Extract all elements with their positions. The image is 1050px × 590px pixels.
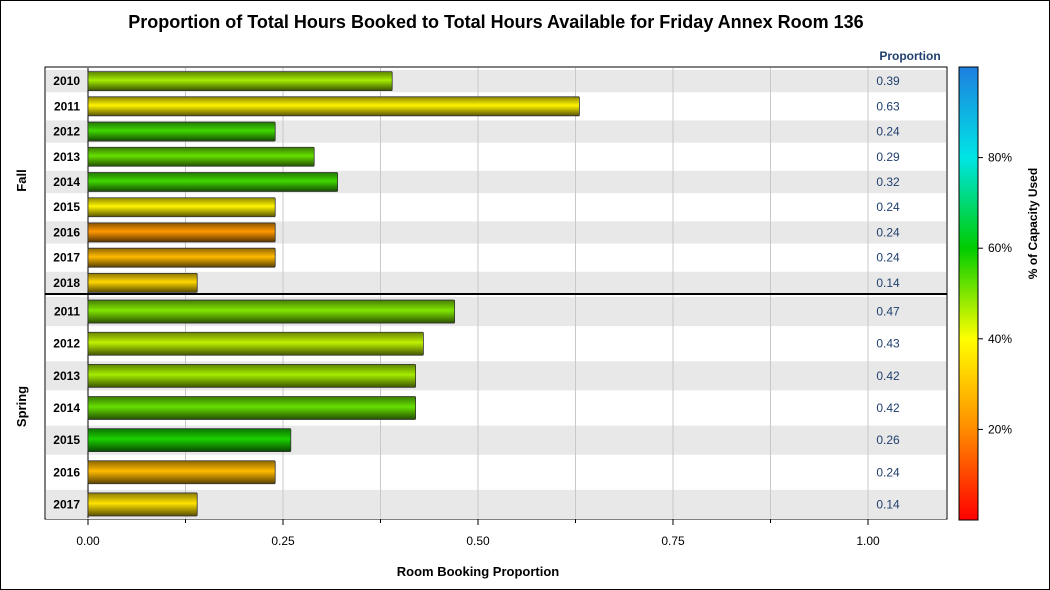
value-label: 0.24 — [876, 465, 900, 479]
value-label: 0.14 — [876, 497, 900, 511]
bar-spring-2012 — [87, 331, 424, 356]
x-tick-label: 0.50 — [466, 534, 490, 548]
category-label: 2011 — [54, 99, 80, 113]
bar-spring-2013 — [87, 363, 417, 388]
group-label-fall: Fall — [14, 169, 29, 191]
value-label: 0.29 — [876, 150, 900, 164]
value-label: 0.42 — [876, 369, 900, 383]
value-label: 0.24 — [876, 225, 900, 239]
bar-fall-2010 — [87, 71, 393, 92]
category-label: 2014 — [53, 175, 80, 189]
value-label: 0.14 — [876, 276, 900, 290]
value-label: 0.63 — [876, 99, 900, 113]
category-label: 2016 — [53, 225, 80, 239]
value-column-header: Proportion — [879, 49, 940, 63]
value-label: 0.24 — [876, 251, 900, 265]
bar-spring-2016 — [87, 460, 276, 485]
colorbar-tick-label: 60% — [988, 241, 1012, 255]
colorbar-ramp — [958, 66, 979, 521]
x-axis-label: Room Booking Proportion — [397, 564, 560, 579]
category-label: 2017 — [53, 251, 80, 265]
bar-fall-2014 — [87, 172, 339, 192]
bar-spring-2017 — [87, 492, 198, 517]
chart-title: Proportion of Total Hours Booked to Tota… — [128, 12, 863, 32]
plot-area: 2010 0.39 2011 0.63 2012 0.24 2013 0.29 2014 0.32… — [14, 66, 948, 548]
bar-fall-2012 — [87, 121, 276, 142]
value-label: 0.42 — [876, 401, 900, 415]
x-tick-label: 0.00 — [76, 534, 100, 548]
value-label: 0.47 — [876, 305, 900, 319]
row-band — [46, 271, 946, 294]
x-tick-label: 0.75 — [661, 534, 685, 548]
bar-spring-2015 — [87, 428, 292, 453]
category-label: 2016 — [53, 465, 80, 479]
colorbar-tick-label: 40% — [988, 332, 1012, 346]
value-label: 0.26 — [876, 433, 900, 447]
bar-fall-2011 — [87, 96, 580, 117]
value-label: 0.39 — [876, 74, 900, 88]
category-label: 2012 — [53, 125, 80, 139]
colorbar-tick-label: 20% — [988, 422, 1012, 436]
value-label: 0.32 — [876, 175, 900, 189]
category-label: 2012 — [53, 337, 80, 351]
bar-fall-2013 — [87, 146, 315, 167]
group-label-spring: Spring — [14, 386, 29, 427]
x-tick-label: 1.00 — [856, 534, 880, 548]
bar-spring-2011 — [87, 299, 456, 324]
bar-spring-2014 — [87, 396, 417, 420]
category-label: 2010 — [53, 74, 80, 88]
category-label: 2017 — [53, 497, 80, 511]
colorbar: 20% 40% 60% 80% % of Capacity Used — [958, 66, 1040, 521]
category-label: 2015 — [53, 200, 80, 214]
value-label: 0.43 — [876, 337, 900, 351]
category-label: 2013 — [53, 150, 80, 164]
category-label: 2018 — [53, 276, 80, 290]
value-label: 0.24 — [876, 200, 900, 214]
category-label: 2014 — [53, 401, 80, 415]
bar-fall-2015 — [87, 197, 276, 218]
bar-fall-2017 — [87, 247, 276, 268]
category-label: 2013 — [53, 369, 80, 383]
bar-fall-2018 — [87, 272, 198, 293]
bar-fall-2016 — [87, 222, 276, 243]
category-label: 2015 — [53, 433, 80, 447]
x-tick-label: 0.25 — [271, 534, 295, 548]
colorbar-tick-label: 80% — [988, 151, 1012, 165]
colorbar-label: % of Capacity Used — [1026, 168, 1040, 279]
value-label: 0.24 — [876, 125, 900, 139]
category-label: 2011 — [54, 305, 80, 319]
